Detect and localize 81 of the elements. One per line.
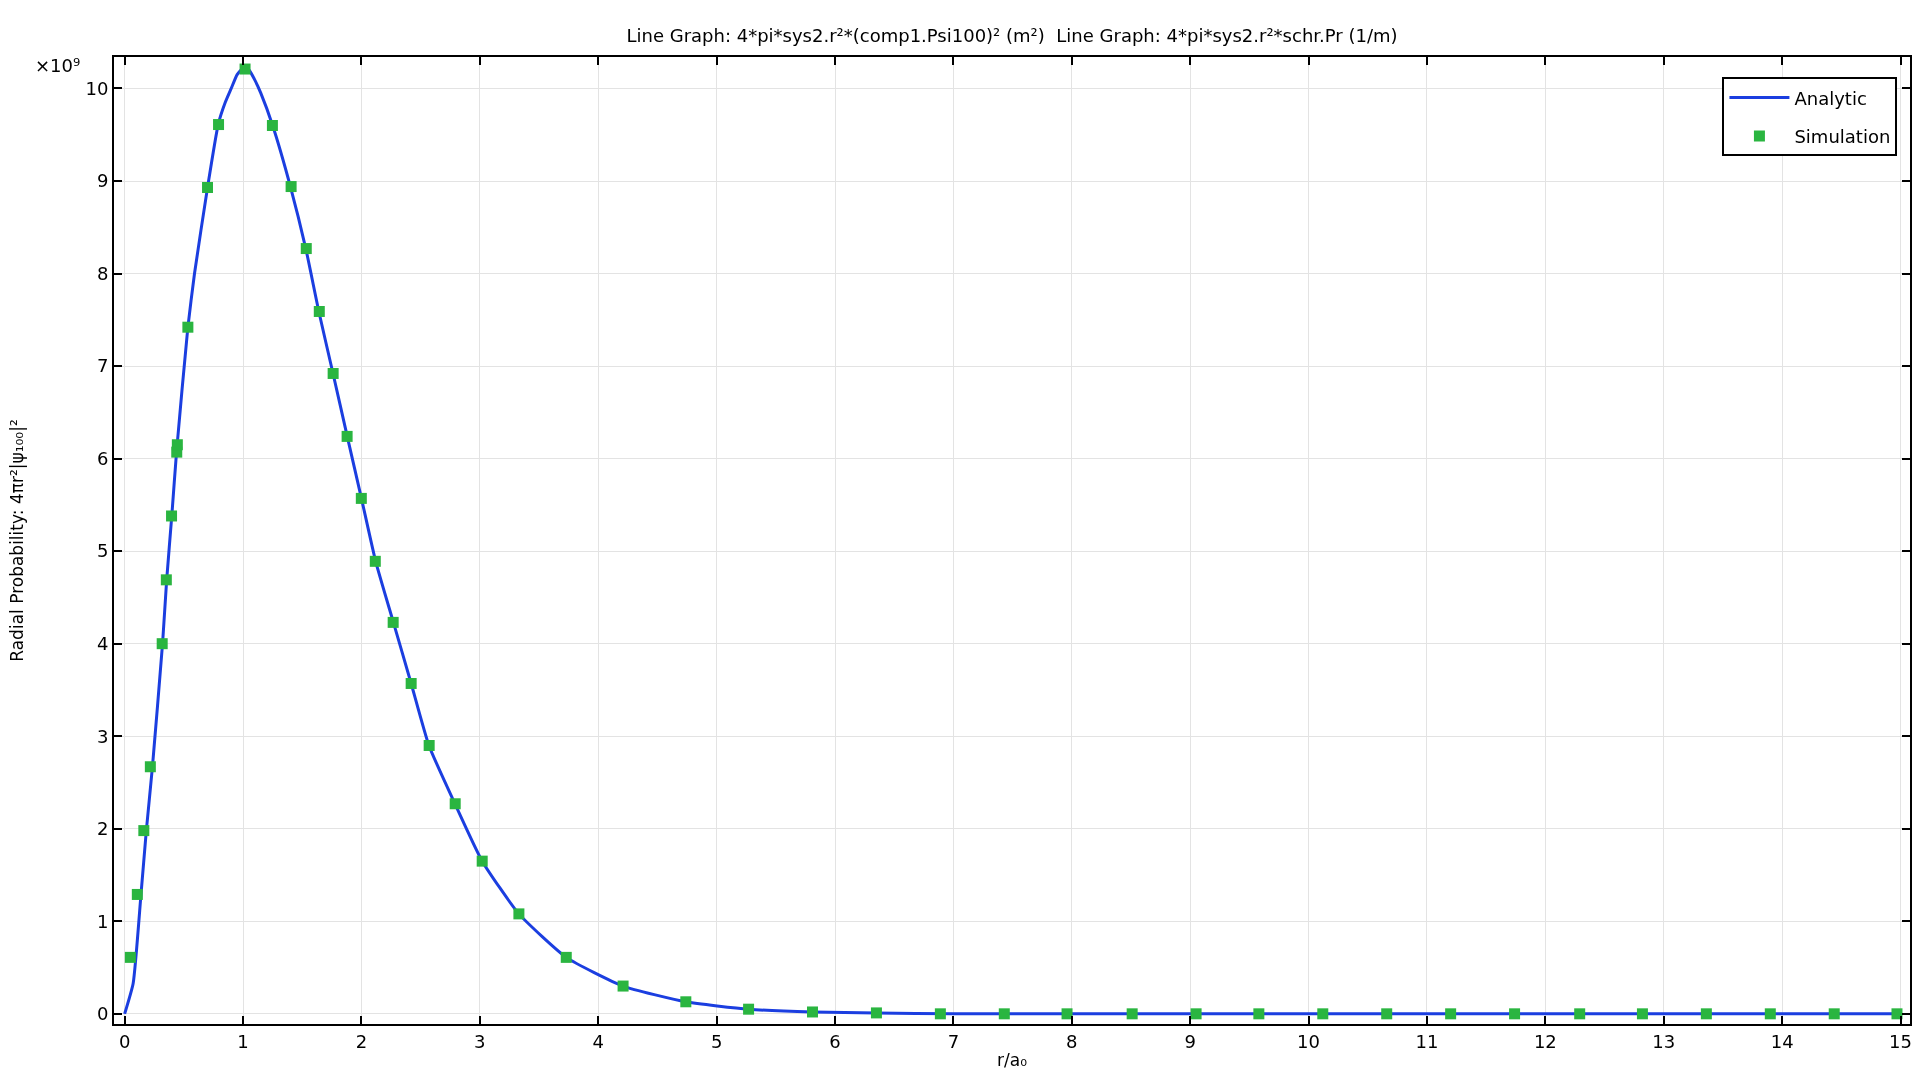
y-tick-label: 7 xyxy=(96,355,109,377)
point xyxy=(285,181,297,193)
point xyxy=(355,492,367,504)
point xyxy=(144,761,156,773)
point xyxy=(680,996,692,1008)
point xyxy=(1891,1008,1903,1020)
point xyxy=(1636,1008,1648,1020)
y-tick-label: 4 xyxy=(96,632,109,654)
y-tick-label: 8 xyxy=(96,262,109,284)
point xyxy=(202,181,214,193)
point xyxy=(1253,1008,1265,1020)
point xyxy=(1126,1008,1138,1020)
point xyxy=(998,1008,1010,1020)
point xyxy=(156,638,168,650)
x-tick-label: 5 xyxy=(710,1030,723,1052)
point xyxy=(617,980,629,992)
point xyxy=(171,439,183,451)
y-tick-label: 9 xyxy=(96,170,109,192)
point xyxy=(934,1008,946,1020)
x-tick-label: 3 xyxy=(474,1030,486,1052)
point xyxy=(327,367,339,379)
text: ×10⁹ xyxy=(35,55,81,76)
x-tick-label: 15 xyxy=(1889,1030,1912,1052)
x-tick-label: 13 xyxy=(1652,1030,1676,1052)
y-axis-title: Radial Probability: 4πr²|ψ₁₀₀|² xyxy=(6,419,27,662)
x-tick-label: 11 xyxy=(1415,1030,1439,1052)
point xyxy=(300,243,312,255)
point xyxy=(160,574,172,586)
y-tick-label: 0 xyxy=(96,1003,109,1025)
point xyxy=(1509,1008,1521,1020)
y-tick-label: 6 xyxy=(96,447,109,469)
y-tick-label: 2 xyxy=(96,818,109,840)
x-tick-label: 14 xyxy=(1770,1030,1794,1052)
x-tick-label: 7 xyxy=(947,1030,960,1052)
point xyxy=(1061,1008,1073,1020)
point xyxy=(449,798,461,810)
point xyxy=(870,1007,882,1019)
point xyxy=(369,555,381,567)
point xyxy=(266,119,278,131)
x-tick-label: 6 xyxy=(829,1030,841,1052)
x-tick-label: 4 xyxy=(592,1030,604,1052)
y-tick-label: 1 xyxy=(96,910,109,932)
point xyxy=(807,1006,819,1018)
point xyxy=(1381,1008,1393,1020)
x-tick-label: 2 xyxy=(355,1030,368,1052)
point xyxy=(213,119,225,131)
y-tick-label: 10 xyxy=(85,77,109,99)
chart-title: Line Graph: 4*pi*sys2.r²*(comp1.Psi100)² (m²) Line Graph: 4*pi*sys2.r²*schr.Pr (1/m) xyxy=(626,25,1398,47)
legend-label: Simulation xyxy=(1794,125,1891,147)
point xyxy=(1700,1008,1712,1020)
point xyxy=(124,951,136,963)
point xyxy=(513,908,525,920)
point xyxy=(1445,1008,1457,1020)
y-tick-label: 3 xyxy=(96,725,109,747)
point xyxy=(131,888,143,900)
point xyxy=(166,510,178,522)
point xyxy=(1317,1008,1329,1020)
point xyxy=(1574,1008,1586,1020)
x-tick-label: 0 xyxy=(118,1030,131,1052)
point xyxy=(1764,1008,1776,1020)
point xyxy=(476,855,488,867)
x-tick-label: 9 xyxy=(1184,1030,1196,1052)
point xyxy=(387,616,399,628)
point xyxy=(239,63,251,75)
legend-label: Analytic xyxy=(1794,87,1867,109)
point xyxy=(560,951,572,963)
point xyxy=(341,430,353,442)
point xyxy=(182,321,194,333)
point xyxy=(1190,1008,1202,1020)
point xyxy=(313,305,325,317)
point xyxy=(138,825,150,837)
point xyxy=(423,739,435,751)
x-tick-label: 12 xyxy=(1533,1030,1557,1052)
x-axis-title: r/a₀ xyxy=(997,1050,1028,1071)
point xyxy=(1828,1008,1840,1020)
point xyxy=(743,1003,755,1015)
y-tick-label: 5 xyxy=(96,540,109,562)
point xyxy=(405,677,417,689)
x-tick-label: 1 xyxy=(237,1030,249,1052)
x-tick-label: 10 xyxy=(1297,1030,1321,1052)
x-tick-label: 8 xyxy=(1066,1030,1078,1052)
